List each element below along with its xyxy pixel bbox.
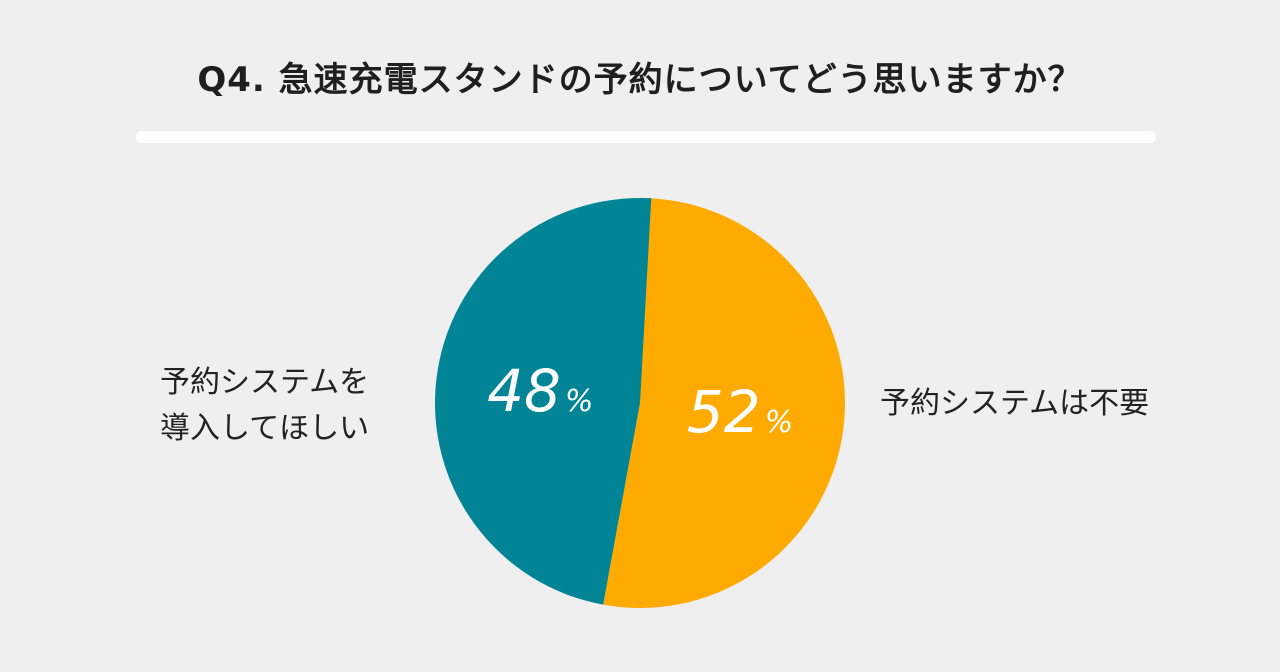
pie-slice-1-value-label: 48%	[487, 357, 593, 425]
chart-title: Q4. 急速充電スタンドの予約についてどう思いますか？	[197, 60, 1083, 100]
pie-slice-0-value-label: 52%	[687, 378, 793, 446]
pie-slice-1-unit: %	[565, 384, 594, 419]
pie-slice-1-value: 48	[487, 357, 561, 425]
title-divider	[136, 131, 1156, 143]
slice-label-unnecessary: 予約システムは不要	[880, 386, 1150, 421]
slice-label-introduce: 予約システムを 導入してほしい	[160, 360, 369, 452]
pie-slice-0-unit: %	[765, 405, 794, 440]
slice-label-introduce-line1: 予約システムを	[160, 365, 370, 400]
slice-label-introduce-line2: 導入してほしい	[160, 411, 370, 446]
pie-slice-1	[434, 197, 652, 605]
pie-slice-0-value: 52	[687, 378, 761, 446]
pie-slice-0	[603, 198, 845, 608]
